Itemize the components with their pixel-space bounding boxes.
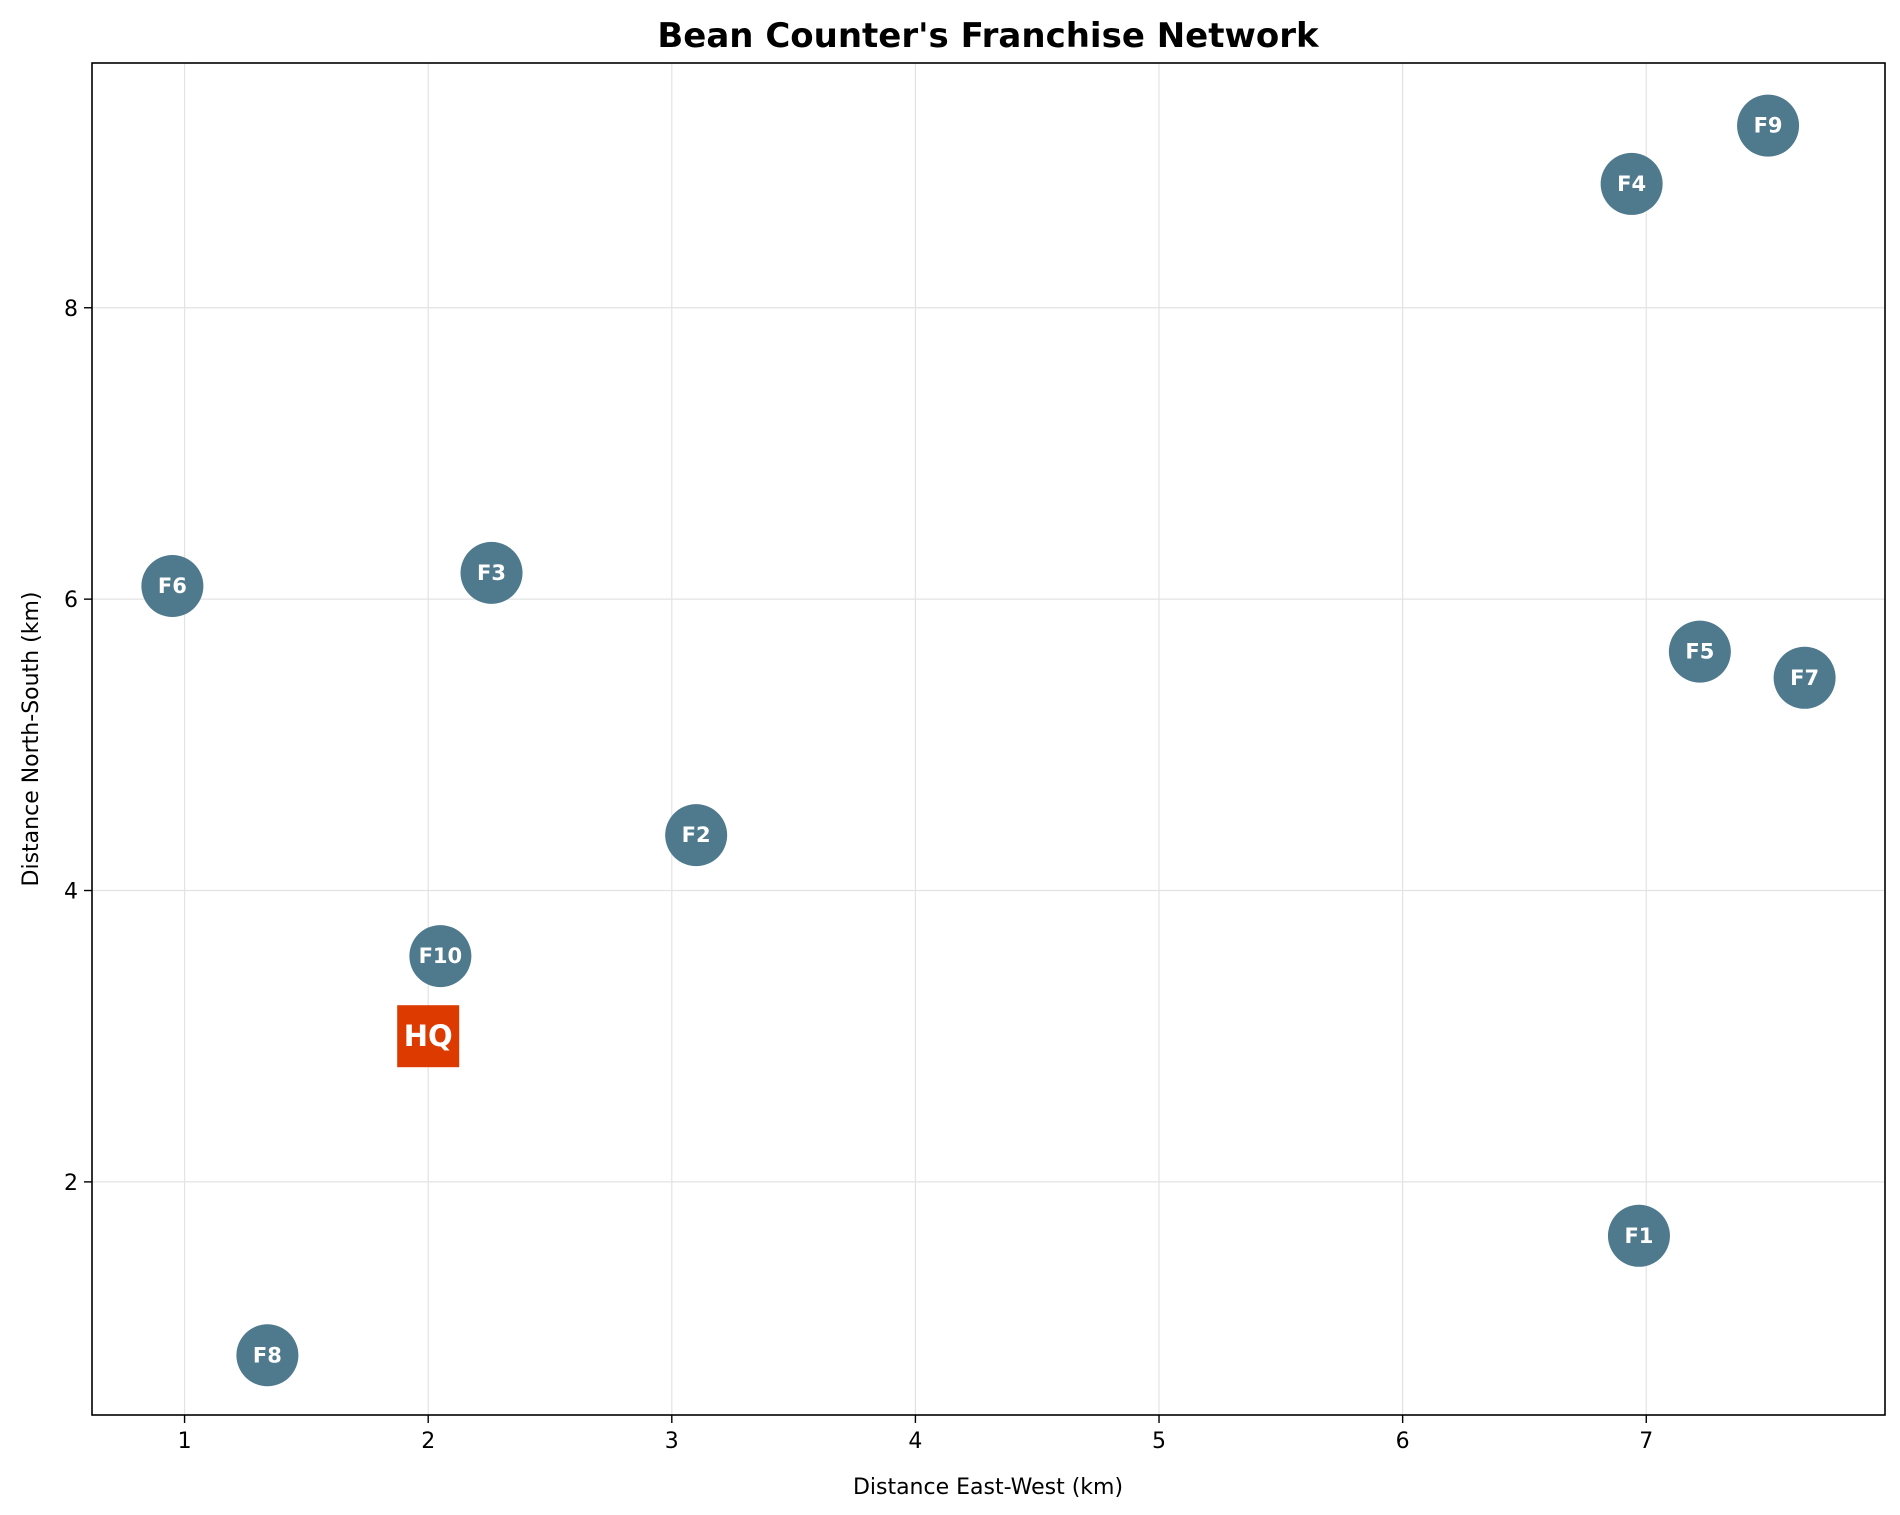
franchise-marker <box>1600 152 1663 215</box>
franchise-marker <box>1668 620 1731 683</box>
franchise-point-f2: F2 <box>665 804 728 867</box>
franchise-marker <box>1737 94 1800 157</box>
franchise-label: F7 <box>1790 666 1819 690</box>
x-axis-label: Distance East-West (km) <box>853 1475 1123 1500</box>
y-tick-label: 6 <box>64 588 78 613</box>
y-axis-ticks: 2 4 6 8 <box>64 297 92 1196</box>
franchise-label: F6 <box>158 574 187 598</box>
franchise-marker <box>460 541 523 604</box>
franchise-marker <box>236 1324 299 1387</box>
franchise-point-f5: F5 <box>1668 620 1731 683</box>
x-tick-label: 6 <box>1396 1429 1410 1454</box>
y-tick-label: 4 <box>64 880 78 905</box>
hq-marker <box>397 1005 460 1068</box>
franchise-point-f8: F8 <box>236 1324 299 1387</box>
chart-title: Bean Counter's Franchise Network <box>657 16 1320 56</box>
x-tick-label: 7 <box>1639 1429 1653 1454</box>
franchise-marker <box>665 804 728 867</box>
x-tick-label: 2 <box>421 1429 435 1454</box>
franchise-marker <box>141 555 204 618</box>
hq-marker-group: HQ <box>397 1005 460 1068</box>
franchise-label: F3 <box>477 561 506 585</box>
grid-lines <box>92 63 1885 1415</box>
x-tick-label: 4 <box>908 1429 922 1454</box>
x-tick-label: 3 <box>665 1429 679 1454</box>
franchise-point-f3: F3 <box>460 541 523 604</box>
franchise-points: F1 F2 F3 F4 F5 F6 F7 F8 F9 F10 <box>141 94 1836 1387</box>
franchise-label: F4 <box>1617 172 1646 196</box>
franchise-label: F10 <box>419 944 463 968</box>
x-tick-label: 5 <box>1152 1429 1166 1454</box>
franchise-point-f4: F4 <box>1600 152 1663 215</box>
franchise-label: F8 <box>253 1343 282 1367</box>
franchise-label: F2 <box>682 823 711 847</box>
franchise-point-f6: F6 <box>141 555 204 618</box>
franchise-point-f1: F1 <box>1607 1204 1670 1267</box>
hq-label: HQ <box>404 1019 453 1053</box>
franchise-marker <box>409 925 472 988</box>
y-axis-label: Distance North-South (km) <box>19 592 44 887</box>
franchise-point-f7: F7 <box>1773 646 1836 709</box>
franchise-point-f10: F10 <box>409 925 472 988</box>
y-tick-label: 8 <box>64 297 78 322</box>
x-tick-label: 1 <box>178 1429 192 1454</box>
x-axis-ticks: 1 2 3 4 5 6 7 <box>178 1415 1653 1454</box>
plot-frame <box>91 62 1886 1416</box>
franchise-label: F5 <box>1685 640 1714 664</box>
franchise-marker <box>1773 646 1836 709</box>
franchise-label: F1 <box>1624 1224 1653 1248</box>
franchise-label: F9 <box>1754 114 1783 138</box>
y-tick-label: 2 <box>64 1171 78 1196</box>
franchise-marker <box>1607 1204 1670 1267</box>
franchise-point-f9: F9 <box>1737 94 1800 157</box>
